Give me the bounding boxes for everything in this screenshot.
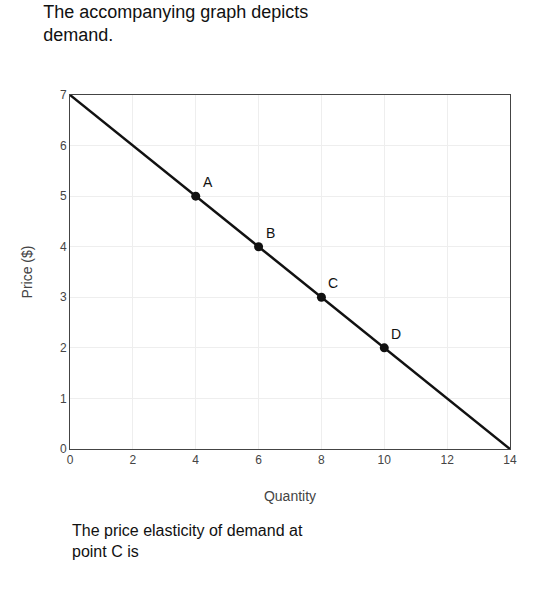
- svg-text:10: 10: [378, 453, 392, 467]
- svg-text:4: 4: [60, 240, 67, 254]
- svg-text:2: 2: [60, 341, 67, 355]
- svg-text:5: 5: [60, 189, 67, 203]
- svg-text:The accompanying graph depicts: The accompanying graph depictsdemand.: [43, 2, 308, 45]
- svg-text:2: 2: [130, 453, 137, 467]
- svg-text:3: 3: [60, 290, 67, 304]
- svg-text:Price ($): Price ($): [19, 246, 35, 299]
- svg-text:14: 14: [503, 453, 517, 467]
- svg-text:A: A: [203, 174, 213, 190]
- svg-text:12: 12: [440, 453, 454, 467]
- svg-text:B: B: [266, 225, 275, 241]
- svg-text:6: 6: [255, 453, 262, 467]
- svg-text:7: 7: [60, 88, 67, 102]
- svg-text:D: D: [391, 326, 401, 342]
- svg-text:6: 6: [60, 139, 67, 153]
- svg-text:Quantity: Quantity: [264, 488, 316, 504]
- svg-text:8: 8: [318, 453, 325, 467]
- svg-text:The price elasticity of demand: The price elasticity of demand atpoint C…: [72, 522, 303, 560]
- svg-text:C: C: [328, 275, 338, 291]
- svg-text:4: 4: [192, 453, 199, 467]
- svg-text:1: 1: [60, 392, 67, 406]
- svg-text:0: 0: [60, 442, 67, 456]
- svg-text:0: 0: [67, 453, 74, 467]
